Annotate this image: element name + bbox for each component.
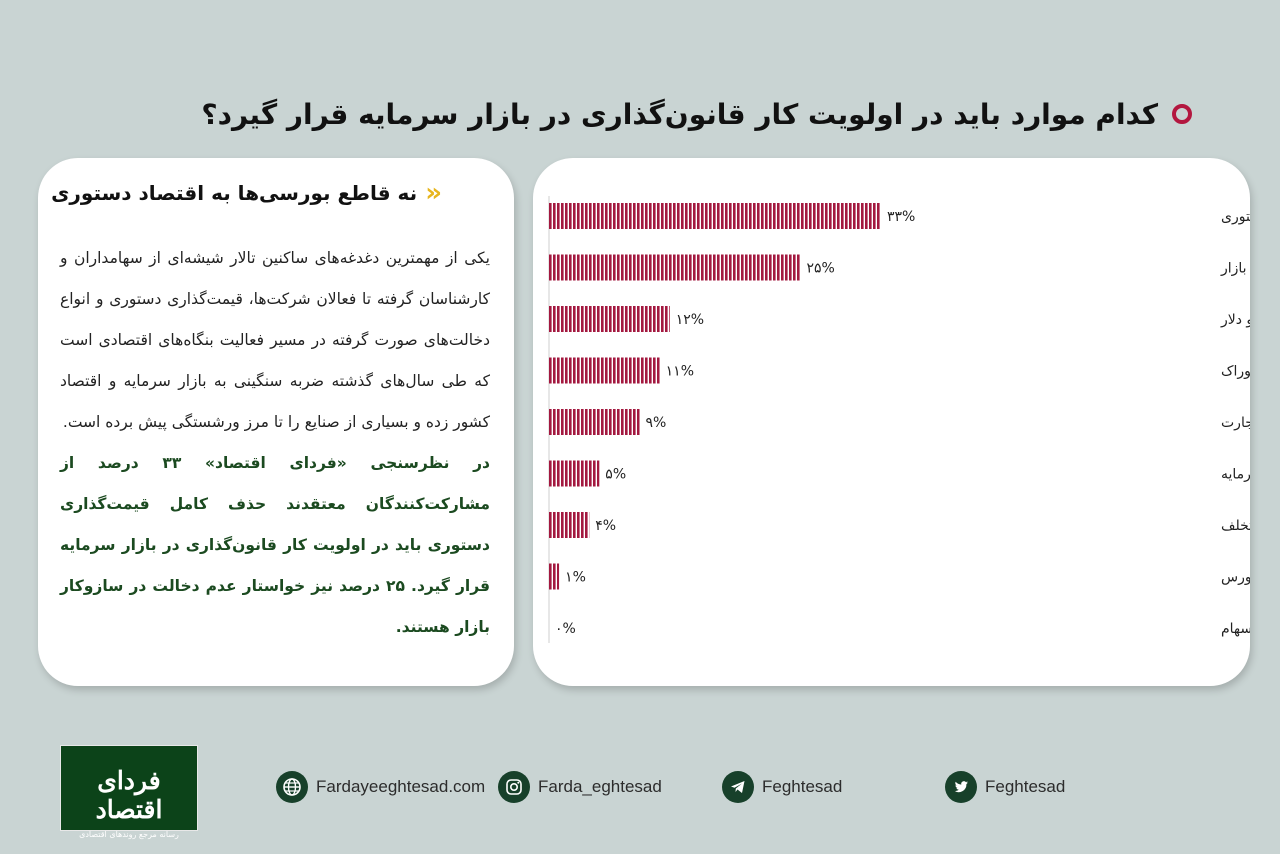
telegram-label: Feghtesad bbox=[762, 777, 843, 796]
logo-subtitle: رسانه مرجع روندهای اقتصادی bbox=[79, 830, 179, 839]
category-label-7: اجبار دولت به فروش سهام در بورس bbox=[1221, 570, 1250, 586]
bar-3 bbox=[549, 357, 660, 384]
page-title-text: کدام موارد باید در اولویت کار قانون‌گذار… bbox=[201, 97, 1158, 131]
category-label-4: اصلاح قانون تجارت bbox=[1221, 415, 1250, 431]
category-label-5: تصویب قوانینی برای تزریق نقدینگی به بازا… bbox=[1221, 466, 1250, 483]
brand-logo[interactable]: فردای اقتصاد رسانه مرجع روندهای اقتصادی bbox=[60, 745, 198, 839]
page-title: کدام موارد باید در اولویت کار قانون‌گذار… bbox=[200, 92, 1192, 136]
category-label-3: کاهش مالیات و نرخ خوراک bbox=[1221, 364, 1250, 380]
summary-card: « نه قاطع بورسی‌ها به اقتصاد دستوری یکی … bbox=[38, 158, 514, 686]
value-label-0: ۳۳% bbox=[887, 209, 915, 225]
value-label-7: ۱% bbox=[565, 570, 586, 586]
category-label-8: تصویب قوانین برای مبارزه با فروشندگان سه… bbox=[1221, 620, 1250, 637]
value-label-6: ۴% bbox=[595, 518, 616, 534]
telegram-link[interactable]: Feghtesad bbox=[722, 771, 842, 803]
category-label-0: حذف کامل قیمت گذاری دستوری bbox=[1221, 208, 1250, 225]
instagram-icon bbox=[498, 771, 530, 803]
bar-6 bbox=[549, 512, 590, 538]
footer: فردای اقتصاد رسانه مرجع روندهای اقتصادی … bbox=[0, 745, 1280, 839]
value-label-4: ۹% bbox=[646, 415, 667, 431]
twitter-link[interactable]: Feghtesad bbox=[945, 771, 1065, 803]
website-label: Fardayeeghtesad.com bbox=[316, 777, 486, 796]
twitter-label: Feghtesad bbox=[985, 777, 1066, 796]
globe-icon bbox=[276, 771, 308, 803]
bar-2 bbox=[549, 306, 670, 332]
website-link[interactable]: Fardayeeghtesad.com bbox=[276, 771, 485, 803]
instagram-label: Farda_eghtesad bbox=[538, 777, 662, 796]
category-label-6: برخورد با حقوقی‌های متخلف bbox=[1221, 518, 1250, 534]
value-label-3: ۱۱% bbox=[666, 364, 694, 380]
summary-heading-text: نه قاطع بورسی‌ها به اقتصاد دستوری bbox=[51, 181, 418, 205]
bar-7 bbox=[549, 563, 560, 590]
category-label-1: عدم دخالت در سازوکار بازار bbox=[1220, 261, 1250, 277]
category-label-2: اعمال مالیات بر بازارهای رقیب مانند مسکن… bbox=[1220, 312, 1250, 328]
logo-text: فردای اقتصاد bbox=[95, 766, 163, 824]
bar-4 bbox=[549, 409, 640, 435]
telegram-icon bbox=[722, 771, 754, 803]
value-label-5: ۵% bbox=[605, 467, 626, 483]
instagram-link[interactable]: Farda_eghtesad bbox=[498, 771, 662, 803]
double-chevron-icon: « bbox=[425, 178, 442, 208]
value-label-1: ۲۵% bbox=[807, 261, 835, 277]
bar-chart: ۳۳% حذف کامل قیمت گذاری دستوری ۲۵% عدم دخال… bbox=[548, 196, 1250, 643]
chart-card: ۳۳% حذف کامل قیمت گذاری دستوری ۲۵% عدم دخال… bbox=[533, 158, 1250, 686]
bar-0 bbox=[549, 203, 881, 229]
twitter-icon bbox=[945, 771, 977, 803]
bar-5 bbox=[549, 460, 600, 487]
value-label-8: ۰% bbox=[555, 621, 576, 637]
summary-body: یکی از مهمترین دغدغه‌های ساکنین تالار شی… bbox=[60, 238, 490, 648]
bar-1 bbox=[549, 254, 801, 281]
value-label-2: ۱۲% bbox=[676, 312, 704, 328]
summary-paragraph: یکی از مهمترین دغدغه‌های ساکنین تالار شی… bbox=[60, 249, 490, 431]
summary-highlight: در نظرسنجی «فردای اقتصاد» ۳۳ درصد از مشا… bbox=[60, 454, 490, 636]
bullet-circle-icon bbox=[1172, 104, 1192, 124]
summary-heading: « نه قاطع بورسی‌ها به اقتصاد دستوری bbox=[51, 178, 442, 208]
